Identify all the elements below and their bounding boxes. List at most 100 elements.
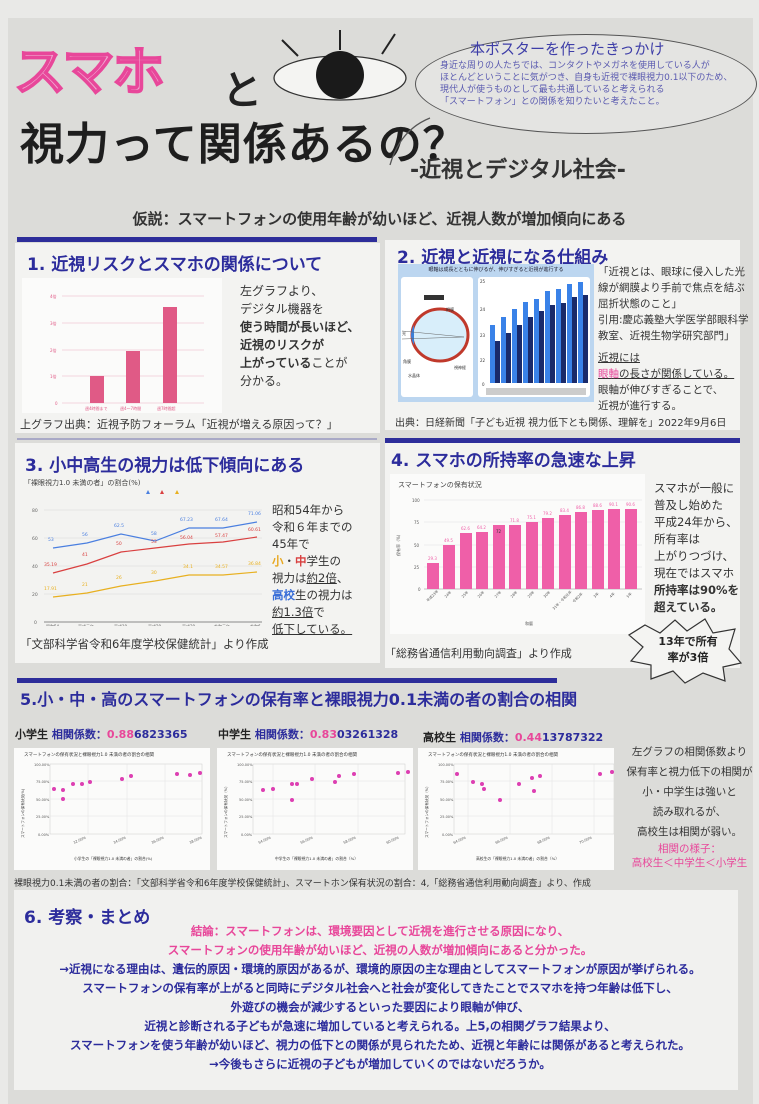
svg-text:53: 53 (151, 539, 157, 545)
svg-text:26年: 26年 (476, 589, 486, 599)
svg-text:28年: 28年 (509, 589, 519, 599)
svg-text:25.00%: 25.00% (440, 815, 454, 819)
text-line: 45年で (272, 537, 310, 551)
motivation-title: 本ポスターを作ったきっかけ (470, 40, 665, 58)
corr-value: 0.83 (309, 728, 337, 741)
text-line: 超えている。 (654, 600, 723, 614)
text-pink: 眼軸 (598, 368, 619, 380)
motivation-bubble (415, 34, 757, 134)
text-line: 外遊びの機会が減少するといった要因により眼軸が伸び、 (230, 1000, 530, 1014)
text-line: スマートフォンを使う年齢が幼いほど、視力の低下との関係が見られたため、近視と年齢… (70, 1038, 690, 1052)
svg-text:平成10: 平成10 (114, 623, 128, 626)
svg-text:24: 24 (480, 307, 486, 312)
section5-caption: 裸眼視力0.1未満の者の割合：「文部科学省令和6年度学校保健統計」、スマートホン… (14, 879, 591, 889)
svg-text:54.00%: 54.00% (258, 835, 272, 845)
conclusion-pink: 結論：スマートフォンは、環境要因として近視を進行させる原因になり、 スマートフォ… (20, 922, 740, 960)
corr-label: 相関係数： (459, 731, 515, 744)
text-line: 所有率は (654, 532, 700, 546)
svg-text:30: 30 (151, 570, 157, 576)
text-span: の長さが関係している。 (619, 368, 735, 380)
text-line: 結論：スマートフォンは、環境要因として近視を進行させる原因になり、 (190, 924, 570, 938)
svg-text:90.6: 90.6 (626, 502, 635, 507)
chart-title: スマートフォンの保有状況 (398, 481, 482, 489)
svg-text:56: 56 (82, 532, 88, 538)
bubble-tail (389, 117, 431, 166)
text-line: 率が3倍 (667, 651, 709, 664)
callout-burst (627, 618, 743, 684)
corr-value-rest: 13787322 (541, 731, 604, 744)
chart-title: 「裸眼視力1.0 未満の者」の割合(%) (24, 479, 141, 487)
axial-bars (490, 282, 588, 383)
svg-text:57.47: 57.47 (215, 533, 228, 539)
svg-text:58: 58 (151, 531, 157, 537)
corr-elementary: 小学生 相関係数：0.886823365 (15, 726, 188, 742)
motivation-line: 現代人が使うものとして最も共通していると考えられる (440, 85, 665, 95)
figure-title: 眼軸は成長とともに伸びるが、伸びすぎると近視が進行する (428, 267, 564, 273)
section3-panel (15, 443, 380, 663)
svg-text:保有率（%）: 保有率（%） (395, 532, 401, 556)
section4-title: 4. スマホの所持率の急速な上昇 (391, 451, 636, 471)
section3-caption: 「文部科学省令和6年度学校保健統計」より作成 (20, 637, 269, 651)
svg-text:56.00%: 56.00% (300, 835, 314, 845)
svg-text:小学生の「裸眼視力1.0 未満の者」の割合(%): 小学生の「裸眼視力1.0 未満の者」の割合(%) (74, 856, 153, 861)
svg-text:29.3: 29.3 (428, 556, 437, 561)
svg-text:36.00%: 36.00% (151, 835, 165, 845)
svg-text:4年: 4年 (608, 591, 616, 599)
text-span: 視力は (272, 571, 307, 585)
section3-title: 3. 小中高生の視力は低下傾向にある (25, 456, 305, 476)
section-rule (17, 678, 557, 683)
eye-icon (273, 30, 407, 101)
section-rule (385, 438, 740, 443)
svg-text:53: 53 (48, 537, 54, 543)
svg-text:0: 0 (482, 382, 485, 387)
svg-text:56.04: 56.04 (180, 535, 193, 541)
callout-text: 13年で所有 率が3倍 (648, 634, 728, 666)
svg-text:79.2: 79.2 (543, 511, 552, 516)
text-line: 普及し始めた (654, 498, 723, 512)
text-bold: 上がっている (240, 356, 312, 370)
svg-text:昭和54: 昭和54 (46, 623, 60, 626)
text-x13: 約1.3倍 (272, 605, 314, 619)
svg-text:中学生の「裸眼視力1.0 未満の者」の割合（%）: 中学生の「裸眼視力1.0 未満の者」の割合（%） (275, 856, 358, 861)
corr-high: 高校生 相関係数：0.4413787322 (423, 729, 603, 745)
svg-text:70.00%: 70.00% (579, 835, 593, 845)
svg-text:50: 50 (116, 541, 122, 547)
section3-text: 昭和54年から 令和６年までの 45年で 小・中学生の 視力は約2倍、 高校生の… (272, 502, 353, 638)
svg-text:66.00%: 66.00% (495, 835, 509, 845)
svg-text:60.61: 60.61 (248, 527, 261, 533)
svg-text:スマートフォンの保有状況(%): スマートフォンの保有状況(%) (20, 788, 25, 838)
svg-text:視神経: 視神経 (454, 364, 466, 370)
corr-group: 高校生 (423, 731, 456, 744)
text-x2: 約2倍 (306, 571, 337, 585)
section6-panel (14, 890, 738, 1090)
svg-text:0.00%: 0.00% (442, 833, 454, 837)
section-rule (17, 438, 377, 440)
text-line: →今後もさらに近視の子どもが増加していくのではないだろうか。 (209, 1057, 551, 1071)
corr-value-rest: 03261328 (336, 728, 399, 741)
svg-text:4倍: 4倍 (50, 293, 57, 299)
text-line: 小・中学生は強いと (642, 786, 737, 798)
text-line: 令和６年までの (272, 520, 353, 534)
svg-text:週4時間まで: 週4時間まで (85, 405, 108, 411)
svg-text:29年: 29年 (526, 589, 536, 599)
text-line: 屈折状態のこと」 (598, 298, 682, 310)
svg-text:25.00%: 25.00% (36, 815, 50, 819)
text-line: スマホが一般に (654, 481, 735, 495)
svg-text:0: 0 (418, 587, 421, 592)
svg-text:25年: 25年 (460, 589, 470, 599)
text-line: 分かる。 (240, 374, 289, 388)
ownership-bar-chart: 100 75 50 25 0 保有率（%） 29.3 49.5 62.6 64.2 71.8 75… (395, 498, 642, 626)
motivation-line: 身近な周りの人たちでは、コンタクトやメガネを使用している人が (440, 61, 710, 71)
section1-chart: 4倍 3倍 2倍 1倍 0 週4時間まで 週4〜7時間 週7時間超 (22, 278, 222, 413)
svg-text:50.00%: 50.00% (36, 798, 50, 802)
svg-text:22: 22 (480, 358, 486, 363)
corr-value: 0.88 (106, 728, 134, 741)
section2-note: 近視には 眼軸の長さが関係している。 眼軸が伸びすぎることで、 近視が進行する。 (598, 350, 734, 414)
text-line: 近視のリスクが (240, 338, 325, 352)
scatter-high: スマートフォンの保有状況と裸眼視力1.0 未満の者の割合の相関 100.00% 7… (418, 748, 615, 870)
section4-caption: 「総務省通信利用動向調査」より作成 (385, 647, 572, 660)
svg-text:26: 26 (116, 575, 122, 581)
text-high: 高校 (272, 588, 295, 602)
text-span: で (313, 605, 325, 619)
